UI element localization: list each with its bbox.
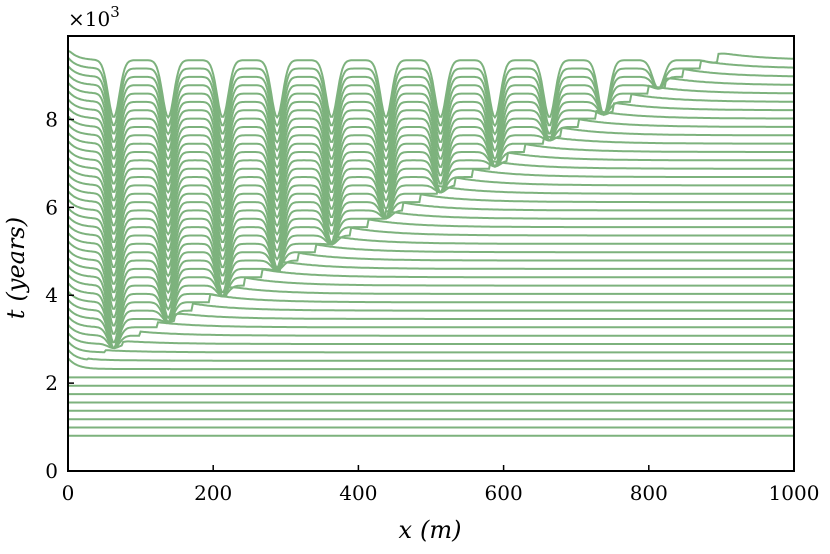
x-axis-label: x (m) <box>398 516 461 544</box>
series-line <box>67 56 794 128</box>
x-tick-label: 800 <box>630 481 668 505</box>
y-tick-label: 6 <box>45 195 58 219</box>
y-tick-label: 2 <box>45 371 58 395</box>
series-line <box>67 307 794 349</box>
y-axis-label: t(years) <box>2 217 30 319</box>
series-line <box>67 248 794 320</box>
x-tick-label: 400 <box>339 481 377 505</box>
series-line <box>67 332 794 350</box>
series-line <box>67 349 794 362</box>
y-tick-label: 0 <box>45 459 58 483</box>
plot-frame <box>67 35 795 472</box>
series-line <box>67 173 794 245</box>
series-line <box>67 65 794 136</box>
series-line <box>67 223 794 295</box>
series-line <box>67 215 794 286</box>
series-line <box>67 232 794 303</box>
series-line <box>67 165 794 236</box>
series-line <box>67 115 794 186</box>
series-line <box>67 324 794 349</box>
series-lines <box>67 50 795 437</box>
series-line <box>67 273 794 344</box>
series-line <box>67 140 794 211</box>
series-line <box>67 357 794 371</box>
series-line <box>67 98 794 170</box>
axis-ticks: 0 200 400 600 800 1000 0 2 4 6 8 <box>45 107 819 505</box>
series-line <box>67 90 794 161</box>
series-line <box>67 198 794 270</box>
y-tick-label: 8 <box>45 107 58 131</box>
series-line <box>67 81 794 153</box>
series-line <box>67 182 794 253</box>
series-line <box>67 298 794 349</box>
x-tick-label: 1000 <box>769 481 820 505</box>
series-line <box>67 340 794 354</box>
series-line <box>67 282 794 349</box>
x-tick-label: 200 <box>194 481 232 505</box>
series-line <box>67 290 794 349</box>
series-line <box>67 240 794 311</box>
y-tick-label: 4 <box>45 283 58 307</box>
series-line <box>68 50 795 119</box>
y-multiplier-label: ×103 <box>68 3 120 31</box>
series-line <box>67 207 794 278</box>
series-line <box>67 148 794 220</box>
x-tick-label: 0 <box>62 481 75 505</box>
series-line <box>67 132 794 203</box>
series-line <box>67 265 794 335</box>
series-line <box>67 73 794 144</box>
x-tick-label: 600 <box>485 481 523 505</box>
series-line <box>67 157 794 228</box>
series-line <box>67 106 794 178</box>
series-line <box>67 315 794 349</box>
series-line <box>67 123 794 194</box>
series-line <box>67 190 794 261</box>
series-line <box>67 257 794 327</box>
